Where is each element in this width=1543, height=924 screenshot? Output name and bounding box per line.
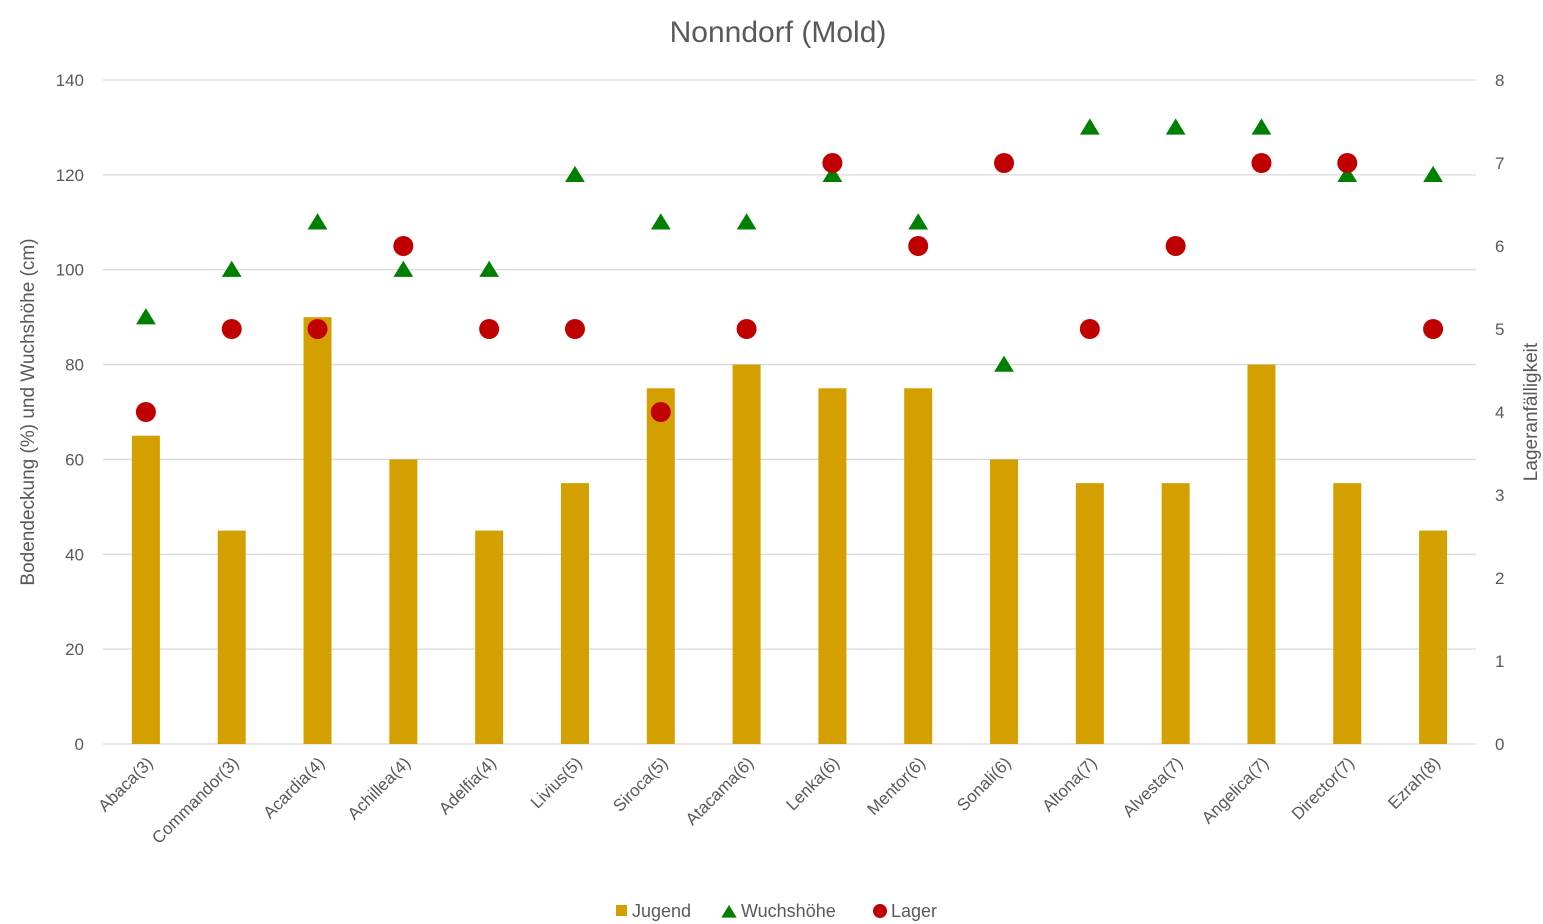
- marker-lager: [650, 402, 671, 422]
- legend-swatch-jugend: [616, 905, 627, 916]
- marker-lager: [1337, 153, 1358, 173]
- marker-lager: [994, 153, 1015, 173]
- bar-jugend: [217, 530, 246, 744]
- category-label: Mentor(6): [864, 753, 930, 819]
- category-label: Atacama(6): [682, 753, 758, 829]
- bar-jugend: [1161, 483, 1190, 744]
- right-tick-label: 7: [1495, 154, 1504, 173]
- right-axis-title: Lageranfälligkeit: [1521, 342, 1542, 481]
- left-tick-label: 140: [56, 71, 84, 90]
- marker-wuchshoehe: [307, 213, 328, 230]
- marker-wuchshoehe: [908, 213, 929, 230]
- bar-jugend: [560, 483, 589, 744]
- right-tick-label: 1: [1495, 652, 1504, 671]
- right-axis-ticks: 0 1 2 3 4 5 6 7 8: [1495, 71, 1504, 754]
- bar-jugend: [1333, 483, 1362, 744]
- marker-wuchshoehe: [393, 260, 414, 277]
- category-label: Livius(5): [527, 753, 586, 812]
- left-axis-ticks: 0 20 40 60 80 100 120 140: [56, 71, 84, 754]
- right-tick-label: 4: [1495, 403, 1504, 422]
- bar-jugend: [990, 459, 1019, 744]
- category-label: Altona(7): [1038, 753, 1100, 815]
- marker-lager: [736, 319, 757, 339]
- bar-jugend: [1075, 483, 1104, 744]
- marker-wuchshoehe: [822, 165, 843, 183]
- left-tick-label: 40: [65, 545, 84, 564]
- bar-jugend: [646, 388, 675, 744]
- legend: Jugend Wuchshöhe Lager: [616, 901, 937, 921]
- category-label: Abaca(3): [95, 753, 157, 815]
- marker-lager: [135, 402, 156, 422]
- marker-wuchshoehe: [1423, 165, 1443, 183]
- legend-label-lager: Lager: [891, 901, 937, 921]
- category-label: Director(7): [1288, 753, 1358, 823]
- marker-lager: [822, 153, 843, 173]
- scatter-series-lager: [135, 153, 1444, 422]
- marker-wuchshoehe: [221, 260, 242, 277]
- marker-lager: [908, 236, 929, 256]
- left-tick-label: 80: [65, 356, 84, 375]
- marker-wuchshoehe: [994, 355, 1014, 372]
- category-label: Siroca(5): [609, 753, 671, 815]
- bar-jugend: [475, 530, 504, 744]
- marker-wuchshoehe: [1251, 118, 1272, 135]
- marker-wuchshoehe: [136, 308, 156, 325]
- marker-lager: [1079, 319, 1100, 339]
- left-tick-label: 100: [56, 261, 84, 280]
- category-label: Ezrah(8): [1384, 753, 1444, 813]
- bar-jugend: [131, 435, 160, 744]
- legend-swatch-wuchshoehe: [721, 905, 737, 918]
- bar-jugend: [389, 459, 418, 744]
- bar-jugend: [1247, 364, 1276, 744]
- left-tick-label: 0: [75, 735, 84, 754]
- marker-wuchshoehe: [650, 213, 671, 230]
- left-tick-label: 60: [65, 450, 84, 469]
- right-tick-label: 8: [1495, 71, 1504, 90]
- marker-lager: [307, 319, 328, 339]
- left-tick-label: 120: [56, 166, 84, 185]
- marker-lager: [1423, 319, 1444, 339]
- marker-lager: [221, 319, 242, 339]
- marker-wuchshoehe: [565, 165, 585, 183]
- category-label: Commandor(3): [148, 753, 242, 847]
- right-tick-label: 6: [1495, 237, 1504, 256]
- bar-jugend: [904, 388, 933, 744]
- right-tick-label: 0: [1495, 735, 1504, 754]
- left-axis-title: Bodendeckung (%) und Wuchshöhe (cm): [18, 238, 39, 585]
- marker-lager: [393, 236, 414, 256]
- marker-lager: [1165, 236, 1186, 256]
- bar-jugend: [732, 364, 761, 744]
- category-axis-labels: Abaca(3)Commandor(3) Acardia(4) Achillea(4…: [95, 753, 1444, 847]
- bar-jugend: [1419, 530, 1448, 744]
- category-label: Alvesta(7): [1119, 753, 1187, 821]
- legend-label-wuchshoehe: Wuchshöhe: [741, 901, 836, 921]
- marker-lager: [1251, 153, 1272, 173]
- chart-title: Nonndorf (Mold): [670, 16, 887, 49]
- marker-lager: [564, 319, 585, 339]
- bar-jugend: [303, 317, 332, 744]
- bar-series-jugend: [131, 317, 1448, 744]
- category-label: Lenka(6): [782, 753, 843, 814]
- gridlines: [103, 79, 1476, 745]
- bar-jugend: [818, 388, 847, 744]
- marker-wuchshoehe: [1165, 118, 1186, 135]
- marker-wuchshoehe: [1079, 118, 1100, 135]
- right-tick-label: 3: [1495, 486, 1504, 505]
- category-label: Angelica(7): [1198, 753, 1272, 827]
- left-tick-label: 20: [65, 640, 84, 659]
- category-label: Acardia(4): [259, 753, 328, 822]
- category-label: Sonali(6): [953, 753, 1015, 815]
- marker-lager: [479, 319, 500, 339]
- right-tick-label: 5: [1495, 320, 1504, 339]
- legend-swatch-lager: [873, 904, 887, 918]
- legend-label-jugend: Jugend: [632, 901, 691, 921]
- scatter-series-wuchshoehe: [136, 118, 1443, 372]
- marker-wuchshoehe: [736, 213, 757, 230]
- marker-wuchshoehe: [479, 260, 500, 277]
- category-label: Adelfia(4): [435, 753, 500, 818]
- category-label: Achillea(4): [344, 753, 414, 823]
- right-tick-label: 2: [1495, 569, 1504, 588]
- marker-wuchshoehe: [1337, 165, 1358, 183]
